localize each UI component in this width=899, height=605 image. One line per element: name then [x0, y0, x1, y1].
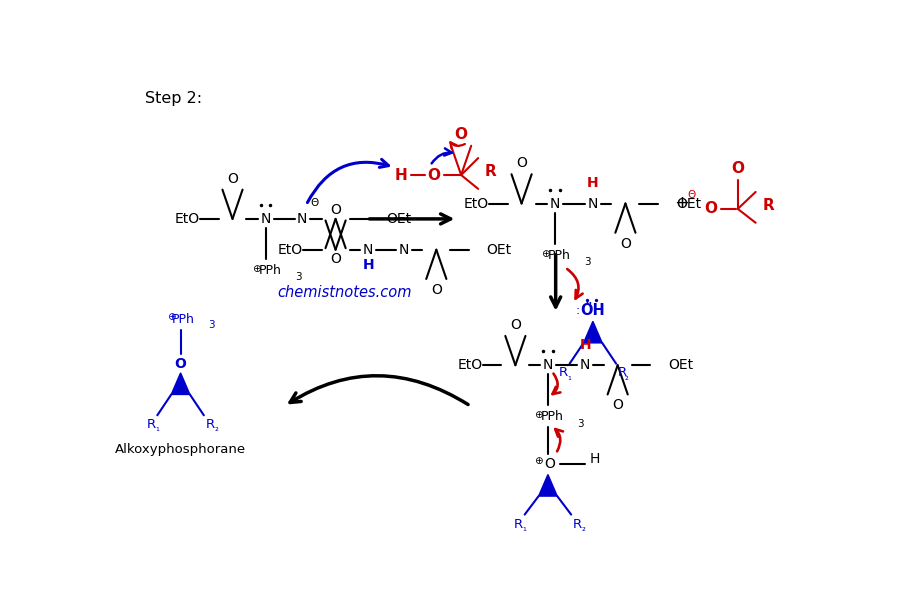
Text: O: O	[330, 252, 341, 266]
Text: EtO: EtO	[464, 197, 489, 211]
Text: Θ: Θ	[310, 198, 319, 209]
Text: N: N	[261, 212, 271, 226]
Text: O: O	[330, 203, 341, 217]
Text: R: R	[573, 518, 582, 531]
Polygon shape	[539, 474, 557, 496]
Text: 3: 3	[577, 419, 583, 429]
Text: R: R	[485, 164, 496, 178]
Text: H: H	[587, 177, 599, 191]
Text: ₁: ₁	[156, 424, 159, 433]
Text: O: O	[431, 283, 441, 296]
Text: O: O	[620, 237, 631, 250]
Text: ÖH: ÖH	[581, 303, 605, 318]
Text: H: H	[395, 168, 407, 183]
Text: H: H	[579, 338, 591, 352]
Polygon shape	[583, 321, 602, 343]
Text: R: R	[147, 418, 156, 431]
Text: 3: 3	[209, 320, 215, 330]
Text: O: O	[428, 168, 441, 183]
Text: H: H	[589, 452, 600, 466]
Text: ₁: ₁	[567, 371, 571, 382]
Text: 3: 3	[295, 272, 302, 283]
Text: R: R	[206, 418, 215, 431]
Text: OEt: OEt	[676, 197, 701, 211]
Text: Step 2:: Step 2:	[145, 91, 202, 105]
Text: OEt: OEt	[386, 212, 411, 226]
Text: N: N	[398, 243, 409, 257]
Text: ⊕: ⊕	[252, 264, 261, 274]
Text: ₁: ₁	[522, 523, 527, 534]
Text: ⊕: ⊕	[534, 456, 543, 466]
Text: O: O	[455, 128, 467, 142]
Text: PPh: PPh	[541, 410, 564, 424]
Text: O: O	[704, 201, 717, 217]
Text: H: H	[362, 258, 374, 272]
Text: EtO: EtO	[278, 243, 303, 257]
Text: O: O	[612, 398, 623, 412]
Text: Alkoxyphosphorane: Alkoxyphosphorane	[115, 443, 246, 456]
Text: O: O	[227, 172, 238, 186]
Text: N: N	[543, 358, 553, 372]
Text: O: O	[516, 157, 527, 171]
Text: O: O	[544, 457, 555, 471]
Text: O: O	[510, 318, 521, 332]
Text: ₂: ₂	[214, 424, 218, 433]
Text: PPh: PPh	[548, 249, 571, 261]
Text: ⊕: ⊕	[534, 410, 543, 420]
Text: N: N	[363, 243, 373, 257]
Text: N: N	[549, 197, 560, 211]
Text: R: R	[559, 367, 568, 379]
Text: 3: 3	[584, 257, 591, 267]
Text: chemistnotes.com: chemistnotes.com	[278, 284, 412, 299]
Text: O: O	[731, 162, 744, 176]
Text: N: N	[297, 212, 307, 226]
Text: ₂: ₂	[582, 523, 585, 534]
Text: O: O	[174, 357, 186, 371]
Text: R: R	[763, 198, 775, 214]
Text: +: +	[674, 194, 690, 212]
Text: PPh: PPh	[259, 264, 282, 277]
Text: OEt: OEt	[668, 358, 693, 372]
Text: OEt: OEt	[486, 243, 512, 257]
Text: Θ: Θ	[687, 190, 696, 200]
Text: ⊕: ⊕	[541, 249, 550, 258]
Text: ₂: ₂	[625, 371, 629, 382]
Text: EtO: EtO	[174, 212, 200, 226]
Text: R: R	[514, 518, 523, 531]
Text: N: N	[580, 358, 591, 372]
Text: R: R	[618, 367, 627, 379]
Text: EtO: EtO	[458, 358, 483, 372]
Text: ⊕: ⊕	[167, 312, 175, 322]
Text: :: :	[575, 304, 580, 317]
Text: N: N	[588, 197, 598, 211]
Text: PPh: PPh	[173, 313, 195, 325]
Polygon shape	[172, 373, 190, 394]
